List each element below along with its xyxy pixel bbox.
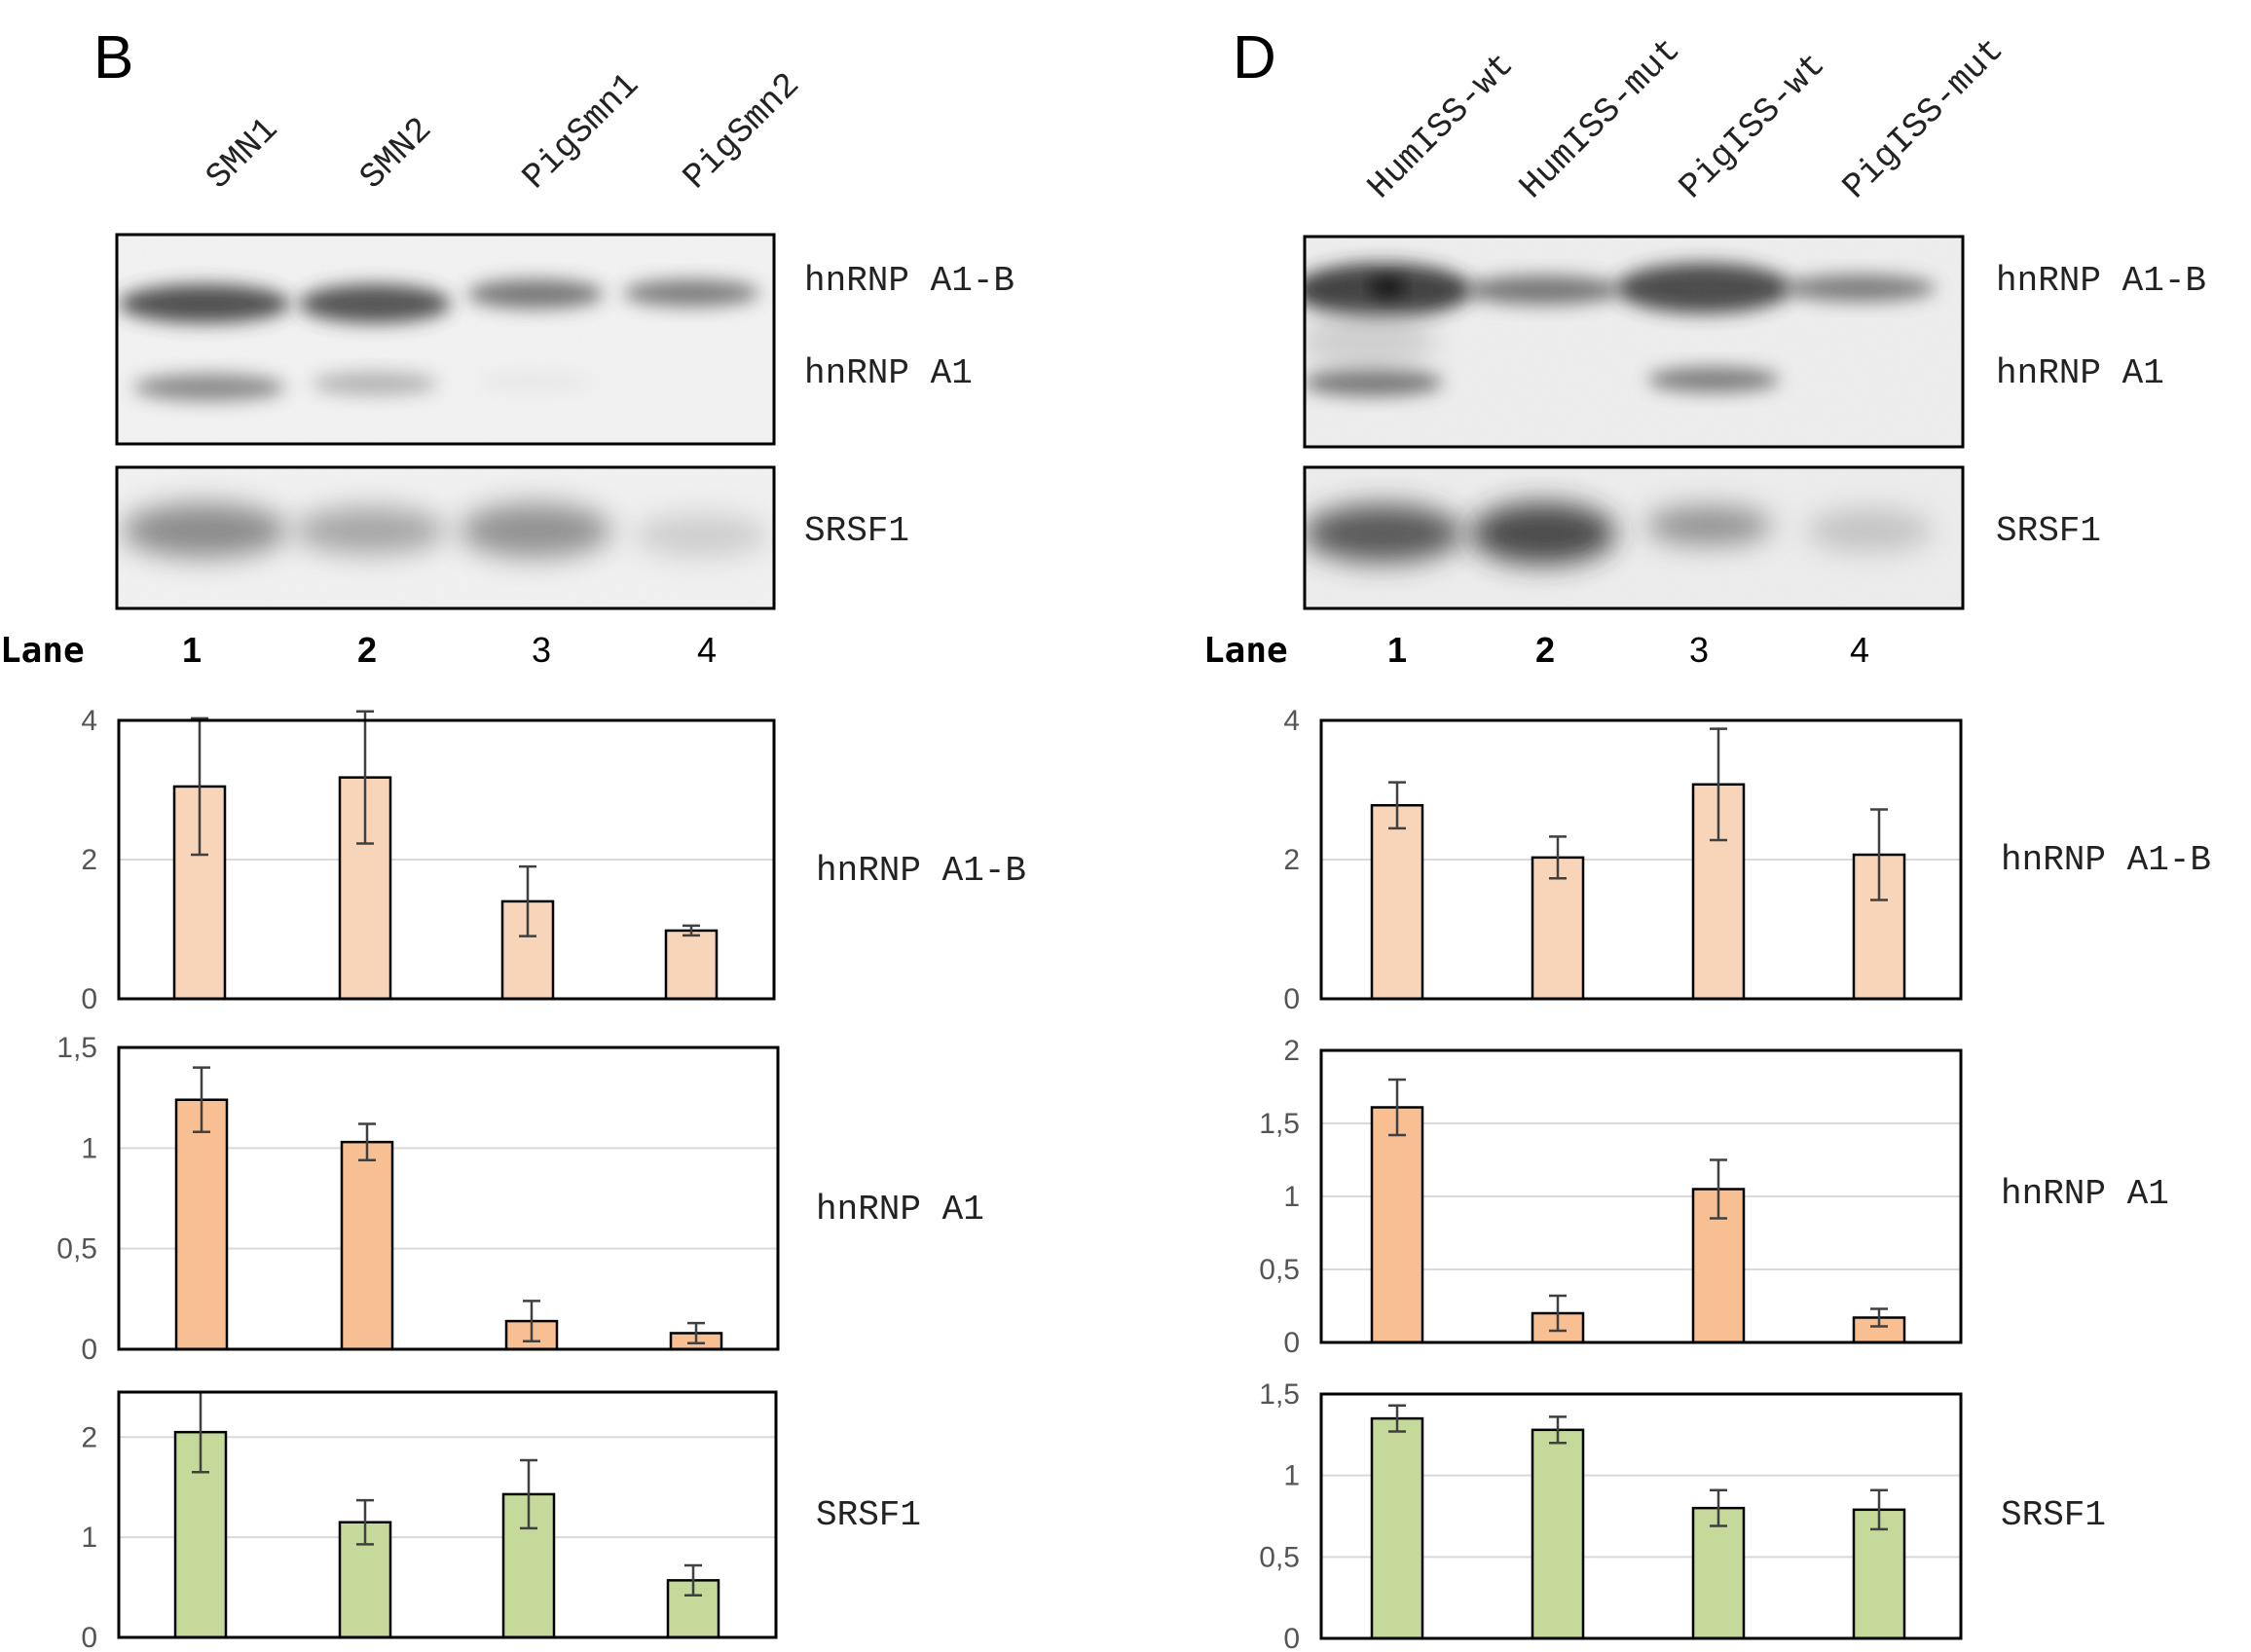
chart-label: hnRNP A1 — [2001, 1174, 2169, 1214]
lane-labels-b: SMN1 SMN2 PigSmn1 PigSmn2 — [199, 65, 808, 198]
lane-labels-d: HumISS-wt HumISS-mut PigISS-wt PigISS-mu… — [1360, 30, 2012, 207]
y-tick-label: 0 — [81, 1622, 97, 1652]
lane-number: 4 — [697, 630, 717, 670]
y-tick-label: 1 — [81, 1132, 97, 1164]
bar — [174, 1098, 229, 1351]
y-tick-label: 0,5 — [1259, 1254, 1300, 1286]
chart-label: hnRNP A1-B — [2001, 840, 2211, 880]
western-blot-bottom-d — [1303, 465, 1965, 610]
band-label: SRSF1 — [1996, 511, 2101, 551]
lane-label: SMN2 — [352, 110, 440, 198]
bar-chart: 0 2 4 hnRNP A1-B — [81, 705, 1026, 1015]
chart-frame — [1319, 1048, 1963, 1344]
bar — [1370, 1106, 1424, 1344]
y-tick-label: 1 — [1283, 1460, 1300, 1492]
lane-title: Lane — [0, 631, 85, 671]
lane-number: 2 — [1535, 630, 1555, 670]
bar — [340, 1140, 394, 1351]
lane-label: PigISS-wt — [1672, 45, 1833, 206]
lane-number: 2 — [357, 630, 377, 670]
chart-label: SRSF1 — [816, 1495, 921, 1535]
bar-chart: 0 1 2 SRSF1 — [81, 1390, 921, 1652]
y-tick-label: 0 — [1283, 983, 1300, 1015]
y-tick-label: 0 — [81, 983, 97, 1015]
y-tick-label: 0 — [1283, 1327, 1300, 1359]
band-label: hnRNP A1 — [1996, 353, 2164, 393]
y-tick-label: 1,5 — [1259, 1378, 1300, 1411]
lane-number: 4 — [1850, 630, 1869, 670]
band-label: hnRNP A1 — [804, 353, 973, 393]
lane-number: 3 — [532, 630, 551, 670]
panel-b: B SMN1 SMN2 PigSmn1 PigSmn2 hnRNP A1-B h… — [0, 24, 1015, 671]
bar-charts: 0 2 4 hnRNP A1-B 0 0,5 1 1,5 hnRNP A1 0 1 2 SRSF1 0 2 4… — [56, 705, 2211, 1652]
chart-frame — [117, 718, 776, 1001]
y-tick-label: 0 — [1283, 1623, 1300, 1652]
y-tick-label: 1 — [81, 1522, 97, 1554]
lane-number: 3 — [1689, 630, 1709, 670]
y-tick-label: 2 — [1283, 844, 1300, 876]
bar — [1691, 1506, 1746, 1640]
y-tick-label: 2 — [81, 844, 97, 876]
lane-number: 1 — [182, 630, 202, 670]
y-tick-label: 1,5 — [1259, 1108, 1300, 1140]
chart-frame — [1319, 718, 1963, 1001]
panel-letter-b: B — [93, 24, 133, 92]
bar-chart: 0 0,5 1 1,5 hnRNP A1 — [56, 1032, 984, 1366]
y-tick-label: 0 — [81, 1334, 97, 1366]
band-label: hnRNP A1-B — [804, 261, 1015, 301]
western-blot-top-b — [115, 233, 776, 446]
bar — [1370, 1416, 1424, 1640]
lane-label: SMN1 — [199, 110, 286, 198]
y-tick-label: 0,5 — [56, 1233, 97, 1266]
lane-label: PigSmn1 — [515, 65, 647, 198]
western-blot-top-d — [1303, 235, 1965, 449]
band-label: SRSF1 — [804, 511, 909, 551]
chart-label: SRSF1 — [2001, 1495, 2106, 1535]
lane-label: PigSmn2 — [676, 65, 808, 198]
bar-chart: 0 2 4 hnRNP A1-B — [1283, 705, 2211, 1015]
bar — [1531, 1428, 1585, 1640]
bar-chart: 0 0,5 1 1,5 SRSF1 — [1259, 1378, 2106, 1652]
lane-label: HumISS-wt — [1360, 45, 1522, 206]
bar-chart: 0 0,5 1 1,5 2 hnRNP A1 — [1259, 1035, 2169, 1359]
chart-label: hnRNP A1 — [816, 1190, 984, 1230]
y-tick-label: 1,5 — [56, 1032, 97, 1064]
y-tick-label: 1 — [1283, 1181, 1300, 1213]
bar — [1852, 1508, 1906, 1640]
lane-title: Lane — [1203, 631, 1288, 671]
panel-letter-d: D — [1233, 24, 1276, 92]
band-label: hnRNP A1-B — [1996, 261, 2206, 301]
y-tick-label: 0,5 — [1259, 1541, 1300, 1573]
y-tick-label: 4 — [1283, 705, 1300, 737]
panel-d: D HumISS-wt HumISS-mut PigISS-wt PigISS-… — [1203, 24, 2206, 671]
y-tick-label: 4 — [81, 705, 97, 737]
y-tick-label: 2 — [1283, 1035, 1300, 1067]
chart-frame — [117, 1390, 778, 1639]
chart-frame — [1319, 1392, 1963, 1640]
bar — [664, 929, 719, 1001]
y-tick-label: 2 — [81, 1421, 97, 1453]
chart-label: hnRNP A1-B — [816, 851, 1026, 891]
western-blot-bottom-b — [115, 465, 776, 610]
lane-label: HumISS-mut — [1512, 30, 1689, 207]
lane-label: PigISS-mut — [1835, 30, 2012, 207]
bar — [172, 785, 227, 1001]
chart-frame — [117, 1046, 780, 1351]
bar — [1370, 803, 1424, 1001]
lane-number: 1 — [1387, 630, 1407, 670]
